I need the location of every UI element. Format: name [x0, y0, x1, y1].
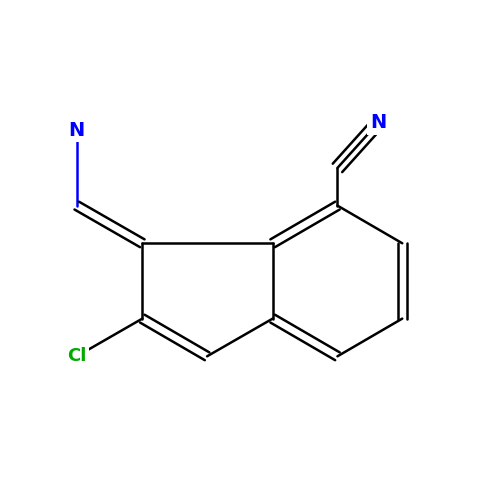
Text: Cl: Cl: [67, 347, 86, 365]
Text: N: N: [370, 113, 386, 132]
Text: N: N: [68, 121, 85, 140]
